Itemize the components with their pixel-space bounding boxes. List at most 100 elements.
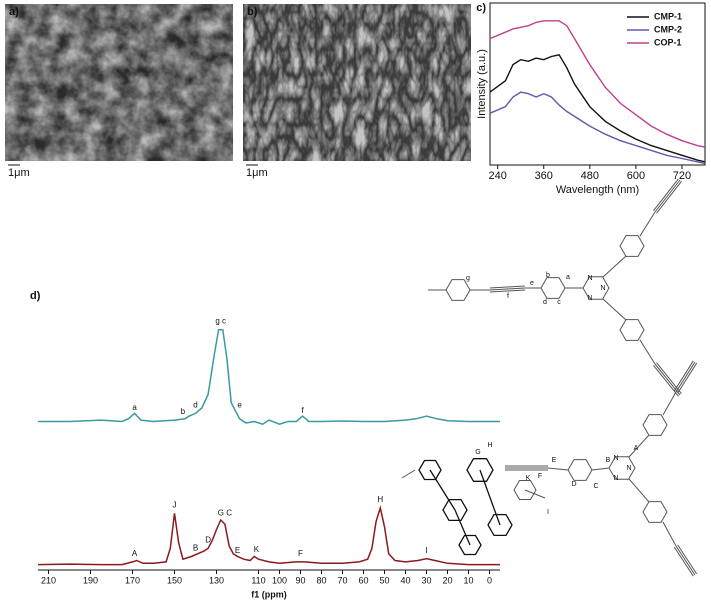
bond (489, 287, 526, 291)
peak-label: E (235, 546, 240, 555)
structure-label: C (593, 483, 598, 490)
x-tick-label: 210 (41, 575, 56, 585)
x-tick-label: 50 (379, 575, 389, 585)
bond (628, 434, 650, 458)
bond (662, 521, 677, 547)
bond (654, 179, 681, 213)
plot-frame (489, 2, 706, 166)
x-tick-label: 130 (209, 575, 224, 585)
x-axis-label: Wavelength (nm) (556, 184, 639, 196)
x-tick-label: 100 (272, 575, 287, 585)
bond (602, 298, 627, 321)
bond (479, 469, 501, 526)
series-line (489, 91, 706, 165)
bond (429, 469, 456, 511)
bond (547, 467, 569, 471)
x-tick-label: 90 (295, 575, 305, 585)
x-tick-label: 30 (421, 575, 431, 585)
peak-label: G C (218, 508, 232, 517)
panel-label: d) (30, 290, 41, 302)
panel-label: b) (247, 6, 258, 18)
bond (653, 178, 679, 212)
bond (656, 362, 682, 395)
legend-label: CMP-2 (654, 24, 682, 34)
ring (445, 279, 471, 301)
x-axis-label: f1 (ppm) (251, 589, 287, 599)
bond (675, 361, 696, 393)
ring (540, 277, 566, 299)
peak-label: e (237, 400, 242, 409)
ring (442, 498, 468, 522)
x-tick-label: 10 (463, 575, 473, 585)
peak-label: d (193, 400, 197, 409)
bond (628, 478, 650, 503)
bond (677, 362, 698, 394)
legend-label: CMP-1 (654, 11, 682, 21)
ring (642, 414, 668, 436)
x-tick-label: 60 (358, 575, 368, 585)
structure-label: N (600, 285, 605, 292)
structure-label: D (571, 481, 576, 488)
structure-label: g (466, 275, 470, 282)
bond (490, 289, 526, 293)
x-tick-label: 240 (488, 170, 506, 182)
bond (591, 467, 610, 471)
bond (662, 391, 677, 416)
bond (656, 180, 682, 214)
spectrum-line (37, 504, 500, 566)
structure-label: A (634, 445, 639, 452)
bond (653, 364, 679, 397)
bond (454, 509, 471, 546)
x-tick-label: 20 (442, 575, 452, 585)
x-tick-label: 190 (83, 575, 98, 585)
structure-label: d (543, 299, 547, 306)
panel-label: c) (476, 2, 486, 14)
structure-label: N (626, 465, 631, 472)
spectrum-line (38, 328, 500, 426)
bond (673, 546, 694, 577)
ring (642, 501, 668, 523)
peak-label: b (181, 407, 186, 416)
ring (487, 513, 513, 537)
scale-label: 1μm (8, 167, 30, 179)
legend-label: COP-1 (654, 37, 682, 47)
x-tick-label: 110 (251, 575, 265, 585)
structure-label: c (557, 299, 561, 306)
bond (677, 544, 698, 575)
structure-label: K (526, 475, 531, 482)
panel-label: a) (9, 6, 19, 18)
structure-label: e (530, 280, 534, 287)
x-tick-label: 480 (581, 170, 599, 182)
structure-label: f (507, 293, 509, 300)
x-tick-label: 600 (627, 170, 645, 182)
structures: N N Na b c d e f g N N N A B C D E F GH I K (401, 178, 698, 577)
sem-texture-a (5, 4, 233, 161)
peak-label: B (193, 544, 198, 553)
structure-label: G (475, 449, 480, 456)
structure-label: N (587, 275, 592, 282)
x-tick-label: 360 (535, 170, 553, 182)
peak-label: D (205, 535, 211, 544)
peak-label: a (132, 403, 137, 412)
sem-texture-b (243, 4, 471, 161)
ring (567, 459, 593, 481)
ring (458, 534, 482, 556)
peak-label: F (298, 549, 303, 558)
x-tick-label: 720 (673, 170, 691, 182)
ring (619, 235, 645, 257)
structure-label: N (613, 455, 618, 462)
structure-label: F (538, 473, 542, 480)
bond (639, 211, 656, 237)
structure-label: b (546, 272, 550, 279)
peak-label: J (173, 500, 177, 509)
series-line (489, 54, 706, 163)
bond (602, 255, 627, 278)
structure-label: B (606, 457, 611, 464)
peak-label: A (132, 549, 138, 558)
peak-label: f (301, 406, 304, 415)
structure-label: E (552, 457, 557, 464)
bond (673, 360, 694, 392)
x-tick-label: 70 (337, 575, 347, 585)
y-axis-label: Intensity (a.u.) (476, 49, 488, 119)
